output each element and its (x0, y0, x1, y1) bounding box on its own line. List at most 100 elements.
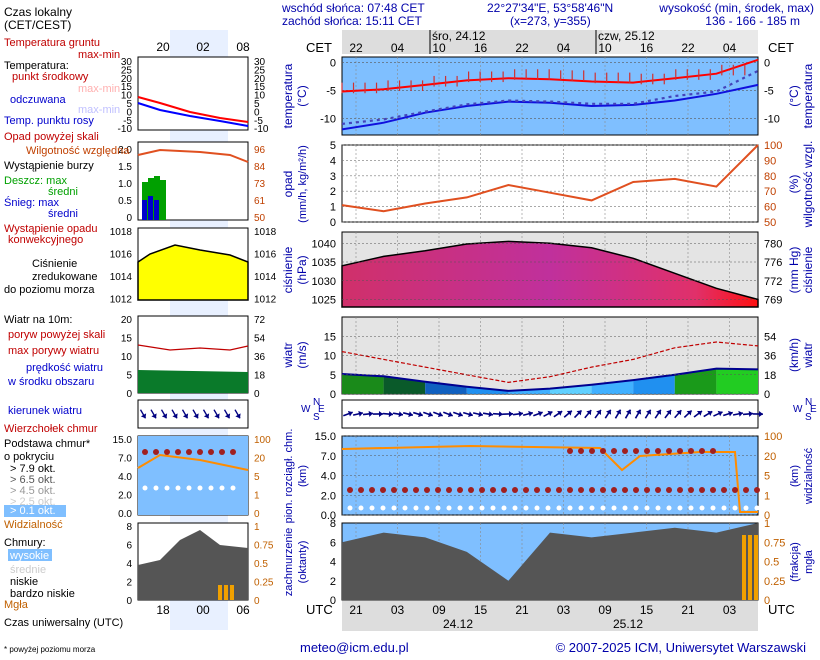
cloud-base-dot-low (523, 505, 529, 511)
okt-tick: 0 (330, 595, 336, 607)
small-cloud-dot-low (197, 485, 203, 491)
fog-bar (748, 535, 752, 600)
small-wind-tick: 0 (126, 389, 132, 400)
cloud-top-dot (677, 448, 683, 454)
cet-label: CET (306, 40, 332, 55)
sunset-text: zachód słońca: 15:11 CET (282, 14, 423, 28)
small-cloud-tick: 2.0 (118, 491, 132, 502)
small-okt-tick: 2 (126, 578, 132, 589)
cloud-base-dot (501, 487, 507, 493)
wind-arrow (462, 411, 474, 418)
cloud-base-dot (578, 487, 584, 493)
cloud-base-dot (622, 487, 628, 493)
legend-local-time-sub: (CET/CEST) (4, 18, 71, 32)
top-hour-tick: 22 (681, 41, 695, 55)
cloud-base-dot-low (545, 505, 551, 511)
cloud-base-dot-low (391, 505, 397, 511)
small-bottom-hour: 18 (156, 603, 170, 617)
press-axis-label: ciśnienie (281, 246, 295, 293)
wind-arrow (492, 411, 504, 418)
small-cloud-dot-low (164, 485, 170, 491)
small-temp-tick-right: 20 (254, 74, 266, 85)
small-press-tick: 1018 (110, 227, 133, 238)
cloud-base-dot (413, 487, 419, 493)
fog-bar (742, 535, 746, 600)
small-bottom-hour: 06 (236, 603, 250, 617)
bottom-hour-tick: 15 (474, 603, 488, 617)
cloud-base-dot-low (611, 505, 617, 511)
small-cloud-dot (208, 449, 214, 455)
cloud-base-dot (644, 487, 650, 493)
legend-low: niskie (10, 576, 38, 588)
small-temp-panel (137, 56, 249, 131)
legend-footnote: * powyżej poziomu morza (4, 645, 96, 654)
small-rain-tick: 2.0 (118, 145, 132, 156)
cover-axis-label: zachmurzenie (283, 528, 295, 596)
compass-w: W (301, 404, 311, 415)
cloud-base-dot-low (633, 505, 639, 511)
temp-tick: -5 (326, 85, 336, 97)
okt-tick: 2 (330, 576, 336, 588)
wind-tick: 10 (324, 351, 336, 363)
cloud-base-dot-low (721, 505, 727, 511)
day1-label: śro, 24.12 (432, 29, 486, 43)
wind-arrow (553, 410, 563, 418)
humid-tick: 90 (764, 155, 776, 167)
small-press-tick-right: 1012 (254, 295, 277, 306)
day2-utc-label: 25.12 (613, 617, 643, 631)
cloud-base-dot (699, 487, 705, 493)
wind-arrow (722, 410, 734, 417)
small-hum-tick: 84 (254, 162, 266, 173)
cloud-base-dot-low (688, 505, 694, 511)
legend-okt65: > 6.5 okt. (10, 474, 56, 486)
precip-tick: 2 (330, 186, 336, 198)
bottom-time-strip (342, 601, 758, 631)
cloud-base-dot (666, 487, 672, 493)
cloud-base-dot (743, 487, 749, 493)
wind-arrow (533, 410, 543, 417)
small-okt-tick: 8 (126, 522, 132, 533)
compass-n: N (313, 397, 320, 408)
cloud-base-dot-low (710, 505, 716, 511)
cloud-base-dot (655, 487, 661, 493)
footer-email[interactable]: meteo@icm.edu.pl (300, 640, 409, 655)
small-snow-bar (154, 200, 159, 220)
fog-tick: 0.5 (764, 557, 779, 569)
precip-tick: 0 (330, 217, 336, 229)
small-rain-tick: 0.5 (118, 196, 132, 207)
legend-rain-max: Deszcz: max (4, 175, 67, 187)
cloud-top-dot (688, 448, 694, 454)
small-press-area (137, 244, 249, 301)
small-temp-tick: 15 (121, 82, 133, 93)
cloud-base-dot (567, 487, 573, 493)
wind-arrow (433, 411, 443, 418)
small-temp-tick: 10 (121, 91, 133, 102)
cloud-base-dot-low (644, 505, 650, 511)
small-wind-tick-right: 72 (254, 315, 266, 326)
cloud-base-dot-low (402, 505, 408, 511)
wind-tick: 5 (330, 370, 336, 382)
top-hour-tick: 16 (640, 41, 654, 55)
sunrise-text: wschód słońca: 07:48 CET (281, 1, 425, 15)
top-hour-tick: 16 (474, 41, 488, 55)
bottom-hour-tick: 21 (681, 603, 695, 617)
cloud-base-dot (589, 487, 595, 493)
cloud-base-dot-low (556, 505, 562, 511)
fog-unit-label: (frakcja) (789, 542, 801, 582)
small-dir-panel (137, 399, 249, 429)
cloud-base-dot (710, 487, 716, 493)
wind-fill-segment (716, 368, 758, 394)
small-wind-arrow (171, 409, 178, 419)
small-temp-tick: 25 (121, 65, 133, 76)
small-okt-tick: 0 (126, 596, 132, 607)
cloud-base-dot-low (358, 505, 364, 511)
legend-wind-dir: kierunek wiatru (8, 405, 82, 417)
legend-snow-max: Śnieg: max (4, 196, 60, 209)
small-cloud-tick-right: 1 (254, 491, 260, 502)
cloud-top-dot (699, 448, 705, 454)
wind-axis-label-right: wiatr (801, 342, 815, 368)
vis-tick: 20 (764, 451, 776, 463)
temp-tick: 0 (330, 58, 336, 70)
press-tick: 1035 (312, 257, 336, 269)
fog-tick: 0 (764, 595, 770, 607)
